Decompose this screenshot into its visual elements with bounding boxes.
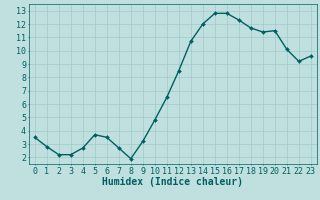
X-axis label: Humidex (Indice chaleur): Humidex (Indice chaleur): [102, 177, 243, 187]
